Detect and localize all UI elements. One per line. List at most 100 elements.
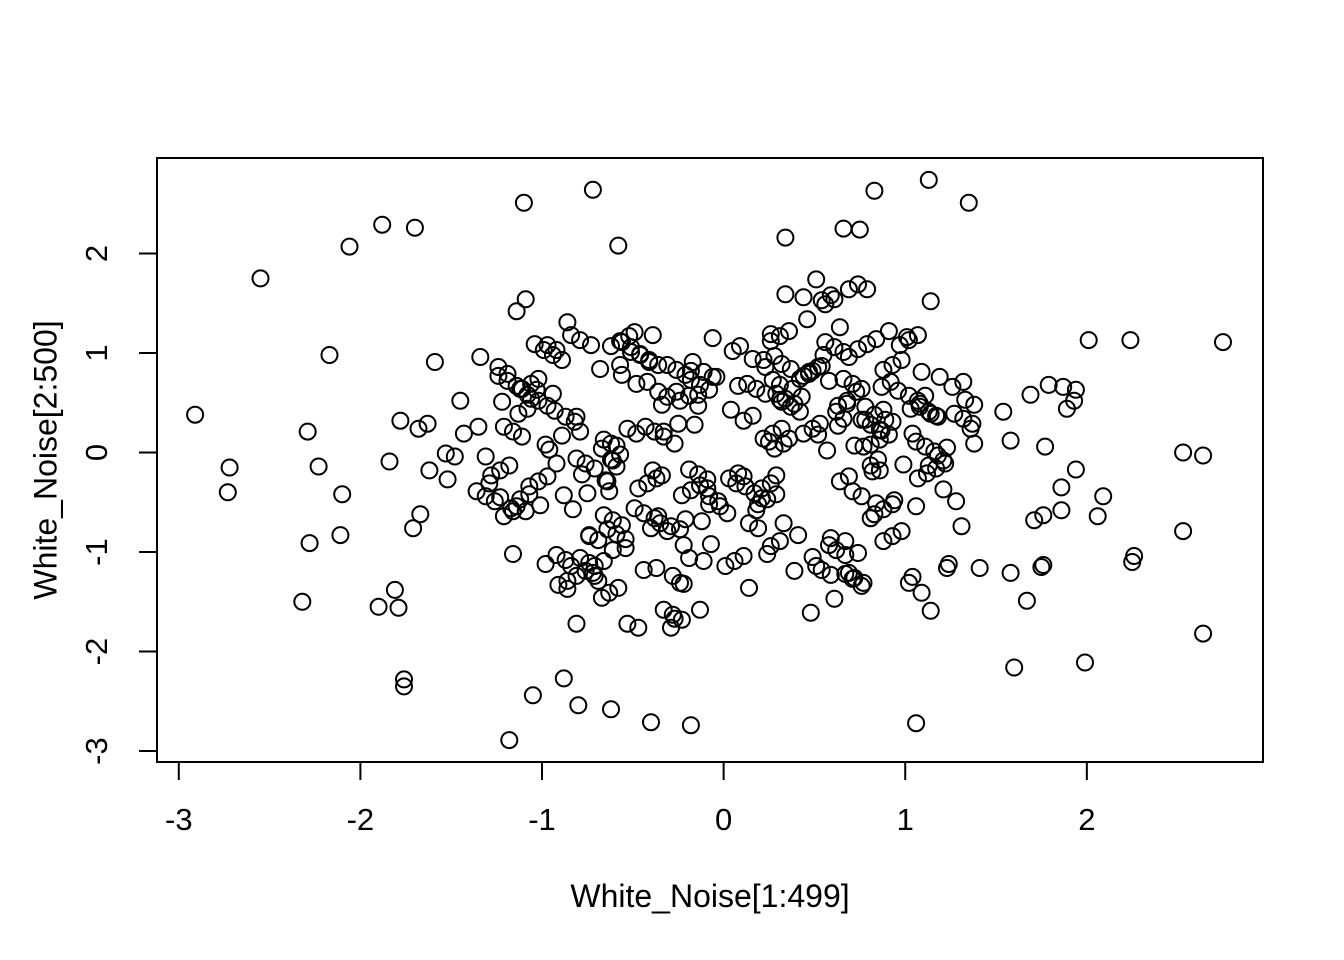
data-point (571, 549, 590, 567)
data-point (627, 424, 646, 443)
data-point (839, 280, 858, 299)
data-point (493, 392, 512, 411)
data-point (320, 346, 339, 364)
data-point (558, 313, 577, 332)
data-point (409, 419, 428, 438)
data-point (627, 374, 646, 393)
data-point (691, 600, 709, 619)
data-point (1121, 331, 1140, 350)
data-point (467, 482, 486, 501)
data-point (1054, 377, 1073, 396)
data-point (807, 270, 826, 289)
data-point (930, 367, 949, 386)
data-point (1174, 522, 1193, 541)
data-point (852, 487, 871, 506)
data-point (658, 356, 677, 374)
data-point (830, 318, 849, 337)
data-point (839, 467, 858, 486)
data-point (538, 396, 557, 415)
data-point (662, 517, 680, 536)
data-point (634, 561, 653, 579)
data-point (649, 356, 668, 374)
x-axis-tick-label: -1 (528, 802, 556, 837)
data-point (881, 372, 900, 391)
data-point (861, 456, 880, 475)
data-point (298, 422, 317, 441)
data-point (642, 519, 660, 538)
data-point (865, 181, 884, 200)
data-point (482, 466, 501, 485)
data-point (1001, 431, 1020, 450)
data-point (583, 180, 602, 199)
data-point (578, 484, 597, 503)
data-point (645, 422, 664, 441)
data-point (667, 360, 686, 379)
data-point (761, 332, 780, 351)
data-point (451, 391, 470, 410)
data-point (830, 472, 849, 491)
data-point (700, 380, 719, 399)
data-point (834, 369, 853, 388)
data-point (494, 507, 513, 526)
data-point (513, 427, 531, 446)
data-point (569, 696, 588, 715)
data-point (525, 335, 544, 354)
data-point (523, 686, 542, 705)
data-point (625, 499, 644, 518)
data-point (592, 439, 611, 458)
data-point (685, 415, 704, 434)
data-point (636, 417, 655, 436)
data-point (892, 351, 911, 369)
data-point (703, 367, 722, 386)
data-point (516, 290, 535, 309)
data-point (420, 461, 439, 480)
data-point (654, 427, 673, 446)
data-point (854, 437, 873, 456)
data-point (1076, 653, 1094, 672)
data-point (865, 505, 884, 524)
data-point (649, 382, 668, 401)
data-point (845, 568, 864, 587)
data-point (293, 592, 312, 611)
data-point (694, 362, 713, 381)
data-point (965, 434, 984, 453)
data-point (491, 461, 510, 480)
data-point (776, 389, 795, 408)
data-point (734, 411, 753, 430)
data-point (790, 369, 809, 388)
data-point (571, 331, 590, 350)
data-point (767, 384, 786, 403)
data-point (333, 485, 352, 504)
data-point (1032, 558, 1051, 576)
data-point (520, 485, 539, 504)
data-point (681, 716, 700, 735)
data-point (612, 333, 631, 352)
data-point (908, 326, 927, 345)
data-point (821, 565, 840, 584)
data-point (865, 405, 884, 424)
data-point (602, 337, 620, 356)
data-point (849, 275, 867, 294)
data-point (340, 237, 359, 256)
data-point (867, 330, 886, 349)
data-point (629, 618, 648, 637)
data-point (300, 534, 319, 553)
data-point (1025, 511, 1044, 530)
data-point (527, 380, 546, 399)
data-point (785, 561, 804, 580)
data-point (812, 291, 831, 310)
data-point (562, 326, 581, 345)
data-point (373, 215, 392, 234)
data-point (618, 614, 637, 633)
x-axis-tick-label: 1 (897, 802, 914, 837)
data-point (798, 310, 817, 329)
data-point (689, 396, 708, 415)
data-point (994, 402, 1013, 421)
data-point (218, 483, 237, 502)
data-point (738, 374, 757, 393)
data-point (522, 389, 541, 408)
data-point (680, 460, 699, 479)
data-point (445, 447, 464, 466)
data-point (681, 361, 700, 380)
